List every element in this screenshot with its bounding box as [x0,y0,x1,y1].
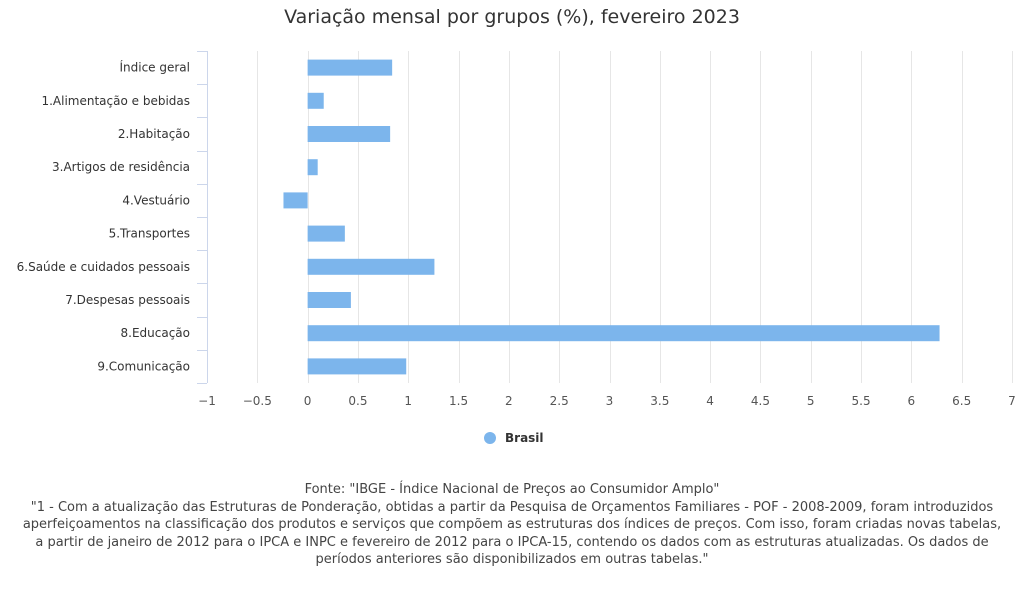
category-label: 3.Artigos de residência [52,160,190,174]
bar[interactable] [307,225,345,242]
x-tick-label: −1 [198,394,216,408]
x-tick-label: 3 [606,394,614,408]
chart-title: Variação mensal por grupos (%), fevereir… [284,6,740,28]
category-label: 7.Despesas pessoais [65,293,190,307]
legend[interactable]: Brasil [484,431,544,445]
category-label: 9.Comunicação [97,359,190,373]
legend-marker [484,432,496,444]
x-tick-label: 0.5 [348,394,367,408]
bars [283,59,940,375]
category-label: Índice geral [119,60,190,75]
bar[interactable] [283,192,308,209]
category-label: 2.Habitação [118,127,190,141]
chart-notes: Fonte: "IBGE - Índice Nacional de Preços… [0,481,1024,569]
x-tick-label: 1 [404,394,412,408]
bar-chart: Índice geral 1.Alimentação e bebidas 2.Hab… [17,51,1016,445]
bar[interactable] [307,358,407,375]
category-label: 5.Transportes [109,227,190,241]
bar[interactable] [307,59,393,76]
x-tick-label: −0.5 [243,394,272,408]
x-tick-label: 6 [908,394,916,408]
x-tick-label: 1.5 [449,394,468,408]
bar[interactable] [307,126,391,142]
bar[interactable] [307,292,351,308]
footnote-line: a partir de janeiro de 2012 para o IPCA … [35,534,989,550]
x-tick-label: 2 [505,394,513,408]
x-tick-label: 4 [706,394,714,408]
category-label: 8.Educação [121,326,191,340]
x-tick-label: 7 [1008,394,1016,408]
x-tick-label: 5.5 [852,394,871,408]
value-axis: −1 −0.5 0 0.5 1 1.5 2 2.5 3 3.5 4 4.5 5 5.5 6 6.5 7 [198,394,1016,408]
footnote-line: aperfeiçoamentos na classificação dos pr… [22,517,1002,532]
category-label: 6.Saúde e cuidados pessoais [17,260,190,274]
bar[interactable] [307,325,940,342]
bar[interactable] [307,92,324,109]
x-tick-label: 6.5 [952,394,971,408]
x-tick-label: 4.5 [751,394,770,408]
x-tick-label: 3.5 [650,394,669,408]
source-note: Fonte: "IBGE - Índice Nacional de Preços… [304,482,720,497]
category-axis: Índice geral 1.Alimentação e bebidas 2.Hab… [17,51,208,384]
category-label: 1.Alimentação e bebidas [41,94,190,108]
x-tick-label: 5 [807,394,815,408]
x-tick-label: 2.5 [550,394,569,408]
category-label: 4.Vestuário [122,193,190,207]
x-tick-label: 0 [304,394,312,408]
legend-label[interactable]: Brasil [505,431,544,445]
bar[interactable] [307,159,318,176]
footnote-line: "1 - Com a atualização das Estruturas de… [30,499,994,515]
bar[interactable] [307,258,435,275]
footnote-line: períodos anteriores são disponibilizados… [315,552,709,567]
